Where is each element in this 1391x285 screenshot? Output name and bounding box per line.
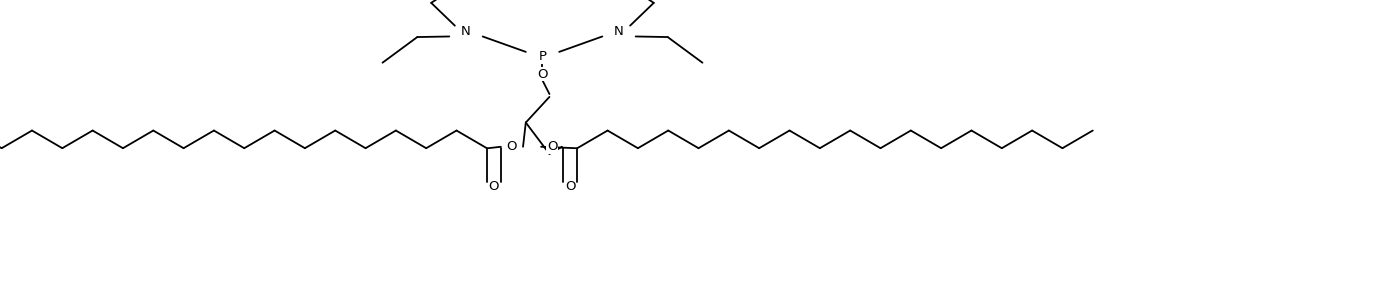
Text: O: O <box>565 180 576 193</box>
Text: O: O <box>537 68 548 81</box>
Text: O: O <box>506 140 517 153</box>
Text: P: P <box>538 50 547 64</box>
Text: O: O <box>506 140 517 153</box>
Text: O: O <box>547 140 558 153</box>
Text: O: O <box>488 180 499 193</box>
Text: N: N <box>613 25 625 38</box>
Text: N: N <box>460 25 472 38</box>
